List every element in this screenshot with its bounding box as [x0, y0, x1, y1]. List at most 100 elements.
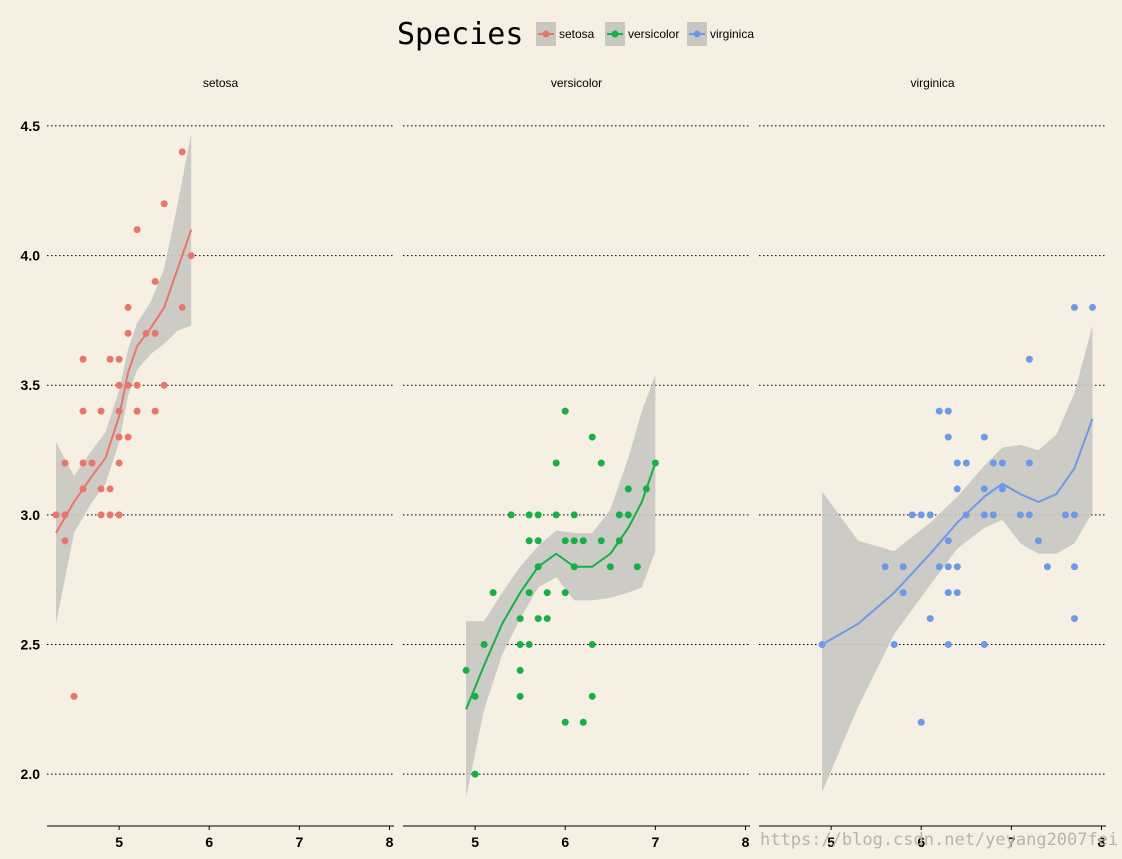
- data-point-virginica: [881, 563, 889, 571]
- y-tick-label: 4.0: [21, 248, 41, 264]
- data-point-setosa: [106, 485, 114, 493]
- data-point-versicolor: [570, 537, 578, 545]
- data-point-virginica: [1070, 303, 1078, 311]
- data-point-versicolor: [597, 537, 605, 545]
- y-tick-label: 3.0: [21, 507, 41, 523]
- data-point-virginica: [1025, 459, 1033, 467]
- data-point-virginica: [980, 511, 988, 519]
- legend-key-point: [542, 30, 550, 38]
- data-point-versicolor: [579, 537, 587, 545]
- data-point-setosa: [115, 511, 123, 519]
- x-tick-label: 7: [1007, 834, 1015, 850]
- data-point-virginica: [890, 641, 898, 648]
- data-point-virginica: [944, 537, 952, 545]
- legend-item-virginica: virginica: [687, 22, 754, 46]
- data-point-virginica: [1034, 537, 1042, 545]
- data-point-virginica: [908, 511, 916, 519]
- data-point-versicolor: [516, 666, 524, 674]
- data-point-versicolor: [552, 511, 560, 519]
- x-tick-label: 8: [386, 834, 394, 850]
- data-point-virginica: [917, 718, 925, 726]
- data-point-versicolor: [534, 511, 542, 519]
- panel-virginica: virginica 5 6 7 8: [759, 76, 1106, 850]
- data-point-virginica: [953, 459, 961, 467]
- data-point-setosa: [106, 355, 114, 363]
- x-tick-label: 5: [115, 834, 123, 850]
- data-point-setosa: [88, 459, 96, 467]
- x-tick-label: 5: [827, 834, 835, 850]
- data-point-versicolor: [471, 770, 479, 778]
- data-point-virginica: [962, 459, 970, 467]
- data-point-versicolor: [624, 485, 632, 493]
- data-point-virginica: [1025, 355, 1033, 363]
- data-point-setosa: [115, 459, 123, 467]
- data-point-versicolor: [588, 641, 596, 648]
- data-point-virginica: [980, 433, 988, 441]
- data-point-versicolor: [597, 459, 605, 467]
- panel-versicolor: versicolor 5 6 7 8: [403, 76, 750, 850]
- data-point-setosa: [115, 355, 123, 363]
- smooth-line-virginica: [821, 418, 1094, 646]
- data-point-setosa: [178, 303, 186, 311]
- data-point-virginica: [989, 511, 997, 519]
- data-point-virginica: [1088, 303, 1096, 311]
- data-point-virginica: [998, 459, 1006, 467]
- strip-label-virginica: virginica: [910, 76, 954, 90]
- data-point-setosa: [178, 148, 186, 156]
- data-point-versicolor: [570, 511, 578, 519]
- y-tick-label: 2.5: [21, 637, 41, 653]
- data-point-virginica: [1061, 511, 1069, 519]
- data-point-versicolor: [606, 563, 614, 571]
- data-point-versicolor: [534, 615, 542, 623]
- confidence-band-setosa: [56, 133, 192, 624]
- data-point-versicolor: [561, 537, 569, 545]
- data-point-virginica: [899, 589, 907, 597]
- data-point-setosa: [97, 511, 105, 519]
- smooth-line-versicolor: [465, 462, 657, 710]
- data-point-versicolor: [588, 433, 596, 441]
- data-point-virginica: [944, 407, 952, 415]
- data-point-virginica: [953, 485, 961, 493]
- confidence-band-versicolor: [466, 374, 656, 798]
- data-point-setosa: [187, 252, 195, 260]
- data-point-versicolor: [543, 615, 551, 623]
- y-tick-label: 3.5: [21, 377, 41, 393]
- data-point-virginica: [1070, 563, 1078, 571]
- data-point-virginica: [1025, 511, 1033, 519]
- data-point-setosa: [133, 381, 141, 389]
- data-point-virginica: [917, 511, 925, 519]
- data-point-virginica: [944, 433, 952, 441]
- data-point-setosa: [151, 278, 159, 285]
- data-point-setosa: [124, 303, 132, 311]
- data-point-setosa: [106, 511, 114, 519]
- data-point-setosa: [79, 407, 87, 415]
- strip-label-setosa: setosa: [203, 76, 239, 90]
- data-point-setosa: [160, 381, 168, 389]
- data-point-virginica: [1070, 615, 1078, 623]
- x-tick-label: 6: [917, 834, 925, 850]
- data-point-versicolor: [543, 589, 551, 597]
- legend-item-setosa: setosa: [536, 22, 595, 46]
- data-point-setosa: [79, 355, 87, 363]
- legend-title: Species: [397, 17, 523, 52]
- data-point-setosa: [160, 200, 168, 208]
- data-point-versicolor: [462, 666, 470, 674]
- data-point-setosa: [151, 407, 159, 415]
- data-point-virginica: [944, 641, 952, 648]
- data-point-versicolor: [525, 641, 533, 648]
- data-point-setosa: [52, 511, 60, 519]
- data-point-setosa: [70, 692, 78, 700]
- data-point-versicolor: [624, 511, 632, 519]
- data-point-versicolor: [561, 718, 569, 726]
- legend-item-versicolor: versicolor: [605, 22, 679, 46]
- data-point-setosa: [61, 537, 69, 545]
- x-tick-label: 6: [205, 834, 213, 850]
- y-tick-label: 4.5: [21, 118, 41, 134]
- data-point-virginica: [935, 407, 943, 415]
- confidence-band-virginica: [822, 325, 1093, 793]
- data-point-virginica: [980, 485, 988, 493]
- data-point-versicolor: [480, 641, 488, 648]
- data-point-versicolor: [525, 589, 533, 597]
- legend-label: versicolor: [628, 27, 679, 41]
- data-point-setosa: [97, 485, 105, 493]
